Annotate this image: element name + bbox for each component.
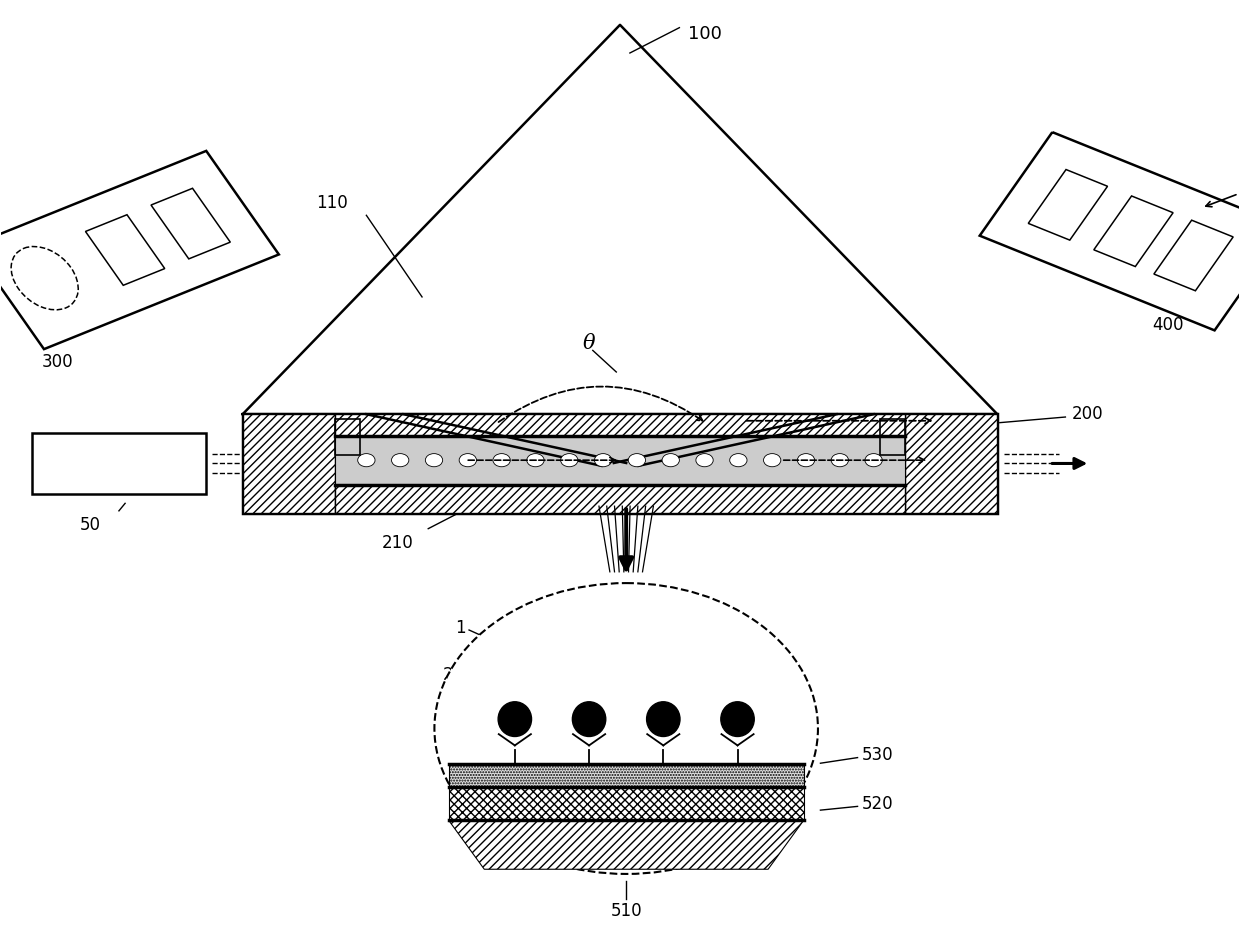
- Polygon shape: [336, 485, 904, 513]
- Text: 210: 210: [382, 534, 413, 552]
- Text: 510: 510: [610, 902, 642, 920]
- Text: 530: 530: [862, 746, 893, 764]
- Circle shape: [425, 454, 443, 467]
- Polygon shape: [449, 764, 804, 787]
- Circle shape: [560, 454, 578, 467]
- Text: θ: θ: [583, 334, 595, 353]
- Ellipse shape: [720, 702, 754, 737]
- Text: 200: 200: [1071, 406, 1104, 423]
- Circle shape: [392, 454, 409, 467]
- Polygon shape: [904, 414, 997, 513]
- Ellipse shape: [498, 702, 532, 737]
- Circle shape: [594, 454, 611, 467]
- Text: 400: 400: [1152, 315, 1183, 334]
- Text: 2: 2: [443, 666, 453, 684]
- Circle shape: [629, 454, 646, 467]
- Circle shape: [866, 454, 883, 467]
- Circle shape: [797, 454, 815, 467]
- Text: 520: 520: [862, 794, 893, 813]
- Circle shape: [764, 454, 781, 467]
- Text: 300: 300: [41, 353, 73, 371]
- Ellipse shape: [646, 702, 680, 737]
- Text: 110: 110: [316, 194, 347, 212]
- Circle shape: [494, 454, 511, 467]
- Circle shape: [729, 454, 746, 467]
- Polygon shape: [336, 436, 904, 485]
- Polygon shape: [449, 821, 804, 869]
- Circle shape: [662, 454, 680, 467]
- Text: 100: 100: [688, 24, 722, 43]
- Polygon shape: [243, 414, 336, 513]
- Circle shape: [357, 454, 374, 467]
- Circle shape: [434, 583, 818, 874]
- Ellipse shape: [573, 702, 606, 737]
- Text: 1: 1: [455, 619, 465, 637]
- Circle shape: [459, 454, 476, 467]
- Text: 50: 50: [79, 516, 100, 534]
- Polygon shape: [449, 787, 804, 821]
- Circle shape: [831, 454, 848, 467]
- Polygon shape: [336, 414, 904, 436]
- Circle shape: [527, 454, 544, 467]
- Circle shape: [696, 454, 713, 467]
